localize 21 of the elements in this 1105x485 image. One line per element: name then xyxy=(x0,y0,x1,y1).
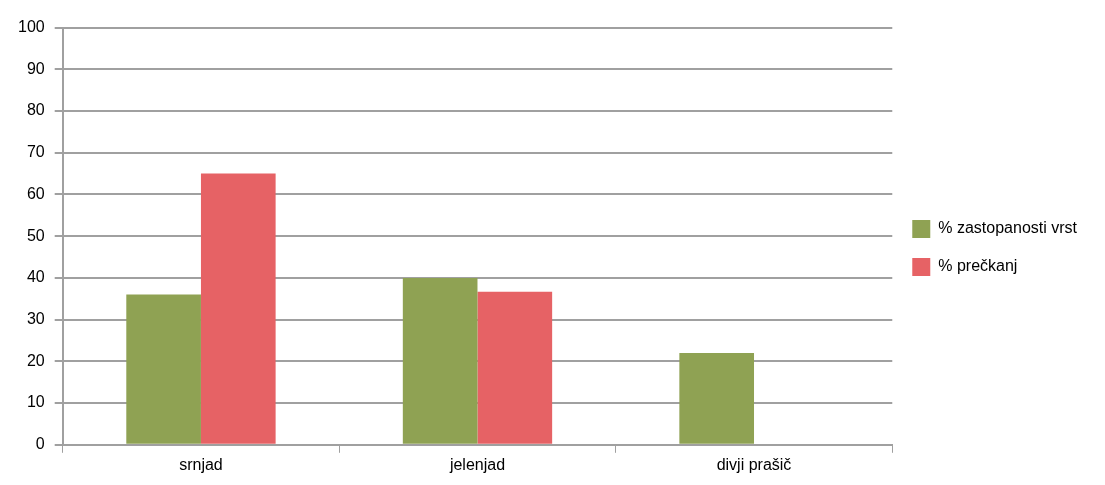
y-tick-label: 0 xyxy=(35,435,45,453)
y-tick-label: 40 xyxy=(26,268,45,286)
y-tick-label: 70 xyxy=(26,143,45,161)
y-tick-label: 60 xyxy=(26,184,45,202)
y-tick-label: 30 xyxy=(26,310,45,328)
x-tick-label: jelenjad xyxy=(448,455,506,473)
bar xyxy=(126,294,201,444)
x-tick-label: divji prašič xyxy=(716,455,792,473)
legend-label: % prečkanj xyxy=(938,257,1018,275)
y-tick-label: 20 xyxy=(26,351,45,369)
bar xyxy=(477,291,553,444)
y-tick-label: 50 xyxy=(26,226,45,244)
y-tick-label: 80 xyxy=(26,101,45,119)
y-tick-label: 100 xyxy=(17,18,45,36)
bar xyxy=(402,277,478,444)
bar xyxy=(200,173,276,444)
x-tick-label: srnjad xyxy=(179,455,223,473)
y-tick-label: 90 xyxy=(26,59,45,77)
y-tick-label: 10 xyxy=(26,393,45,411)
bar xyxy=(679,353,755,444)
legend-label: % zastopanosti vrst xyxy=(938,219,1078,237)
